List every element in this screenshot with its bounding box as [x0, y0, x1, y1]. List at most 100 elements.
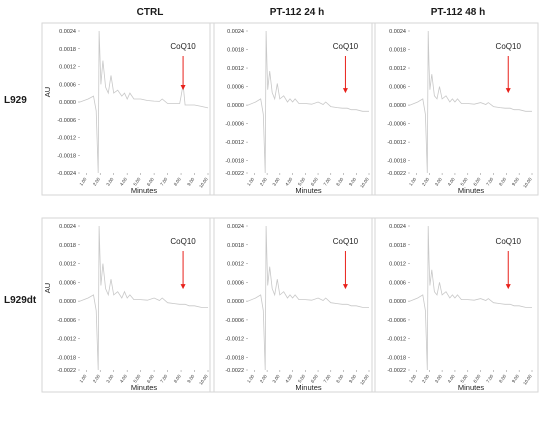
chart-panel: 0.0024 0.0018 0.0012 0.0006 0.0000 -0.0006 -0.… — [225, 29, 370, 195]
x-tick-label: 7.00 — [159, 176, 168, 186]
x-tick-label: 7.00 — [485, 176, 494, 186]
y-tick-label: 0.0024 — [389, 224, 406, 230]
panel-frame — [371, 217, 539, 393]
panel-frame — [209, 22, 376, 196]
x-tick-label: 3.00 — [105, 373, 114, 383]
y-tick-label: -0.0022 — [225, 368, 244, 374]
x-axis-label: Minutes — [131, 383, 158, 392]
annotation-arrow-head — [342, 88, 348, 94]
panels-layer: 0.0024 0.0018 0.0012 0.0006 0.0000 -0.0006 -0.… — [41, 22, 539, 393]
y-tick-label: -0.0012 — [57, 337, 76, 343]
x-tick-label: 2.00 — [92, 176, 101, 186]
y-tick-label: -0.0006 — [57, 118, 76, 124]
y-tick-label: -0.0006 — [387, 318, 406, 324]
y-tick-label: 0.0006 — [227, 85, 244, 91]
y-tick-label: -0.0022 — [225, 171, 244, 177]
x-tick-label: 6.00 — [472, 373, 481, 383]
x-tick-label: 8.00 — [335, 176, 344, 186]
y-tick-label: 0.0012 — [59, 262, 76, 268]
x-tick-label: 6.00 — [472, 176, 481, 186]
panel-frame — [209, 217, 376, 393]
y-tick-label: -0.0022 — [387, 171, 406, 177]
y-tick-label: -0.0018 — [57, 153, 76, 159]
y-tick-label: -0.0006 — [57, 318, 76, 324]
x-axis-label: Minutes — [295, 383, 322, 392]
series-line — [409, 30, 532, 174]
x-tick-label: 4.00 — [447, 176, 456, 186]
y-tick-label: 0.0012 — [227, 66, 244, 72]
column-title-pt112-48h: PT-112 48 h — [431, 7, 485, 18]
annotation-label: CoQ10 — [170, 42, 196, 51]
x-tick-label: 3.00 — [272, 176, 281, 186]
x-tick-label: 9.00 — [186, 176, 195, 186]
x-tick-label: 5.00 — [459, 373, 468, 383]
x-tick-label: 3.00 — [434, 373, 443, 383]
chart-panel: 0.0024 0.0018 0.0012 0.0006 0.0000 -0.0006 -0.… — [43, 224, 209, 392]
x-tick-label: 1.00 — [246, 176, 255, 186]
y-tick-label: 0.0024 — [227, 29, 244, 35]
y-tick-label: -0.0012 — [225, 140, 244, 146]
x-tick-label: 5.00 — [132, 373, 141, 383]
annotation-label: CoQ10 — [496, 42, 522, 51]
x-tick-label: 6.00 — [146, 176, 155, 186]
x-tick-label: 4.00 — [119, 373, 128, 383]
x-tick-label: 8.00 — [498, 176, 507, 186]
row-title-l929dt: L929dt — [4, 295, 37, 306]
x-tick-label: 7.00 — [485, 373, 494, 383]
x-axis-label: Minutes — [458, 383, 485, 392]
x-axis-label: Minutes — [295, 186, 322, 195]
x-tick-label: 8.00 — [335, 373, 344, 383]
y-tick-label: 0.0006 — [59, 280, 76, 286]
y-tick-label: 0.0000 — [227, 299, 244, 305]
x-axis-label: Minutes — [131, 186, 158, 195]
x-tick-label: 10.00 — [359, 176, 370, 188]
row-title-l929: L929 — [4, 95, 27, 106]
x-tick-label: 4.00 — [284, 176, 293, 186]
annotation-arrow-head — [180, 284, 186, 290]
x-tick-label: 6.00 — [310, 373, 319, 383]
x-tick-label: 8.00 — [498, 373, 507, 383]
x-tick-label: 1.00 — [78, 176, 87, 186]
panel-frame — [41, 22, 215, 196]
x-tick-label: 4.00 — [284, 373, 293, 383]
y-tick-label: 0.0000 — [389, 299, 406, 305]
chart-panel: 0.0024 0.0018 0.0012 0.0006 0.0000 -0.0006 -0.… — [225, 224, 370, 392]
annotation-label: CoQ10 — [496, 237, 522, 246]
series-line — [247, 30, 369, 174]
chart-panel: 0.0024 0.0018 0.0012 0.0006 0.0000 -0.0006 -0.… — [387, 224, 533, 392]
y-tick-label: -0.0018 — [387, 355, 406, 361]
x-tick-label: 10.00 — [522, 373, 533, 385]
y-tick-label: -0.0022 — [387, 368, 406, 374]
y-tick-label: 0.0006 — [227, 280, 244, 286]
x-tick-label: 9.00 — [511, 373, 520, 383]
x-tick-label: 7.00 — [322, 373, 331, 383]
x-tick-label: 9.00 — [348, 176, 357, 186]
y-tick-label: 0.0018 — [59, 243, 76, 249]
x-tick-label: 5.00 — [459, 176, 468, 186]
x-tick-label: 9.00 — [348, 373, 357, 383]
y-tick-label: 0.0024 — [389, 29, 406, 35]
y-tick-label: 0.0000 — [389, 103, 406, 109]
annotation-label: CoQ10 — [333, 237, 359, 246]
x-tick-label: 10.00 — [198, 373, 209, 385]
chart-panel: 0.0024 0.0018 0.0012 0.0006 0.0000 -0.0006 -0.… — [43, 29, 209, 195]
y-tick-label: -0.0018 — [225, 355, 244, 361]
annotation-arrow-head — [342, 284, 348, 290]
x-tick-label: 5.00 — [297, 373, 306, 383]
y-tick-label: -0.0012 — [387, 337, 406, 343]
column-title-ctrl: CTRL — [137, 7, 164, 18]
x-tick-label: 6.00 — [146, 373, 155, 383]
annotation-label: CoQ10 — [333, 42, 359, 51]
x-tick-label: 2.00 — [259, 373, 268, 383]
x-tick-label: 3.00 — [272, 373, 281, 383]
x-tick-label: 8.00 — [173, 373, 182, 383]
y-tick-label: 0.0006 — [59, 82, 76, 88]
x-tick-label: 1.00 — [408, 373, 417, 383]
x-tick-label: 2.00 — [421, 176, 430, 186]
y-tick-label: 0.0000 — [227, 103, 244, 109]
x-tick-label: 7.00 — [322, 176, 331, 186]
annotation-arrow-head — [505, 284, 511, 290]
series-line — [79, 225, 208, 371]
y-tick-label: -0.0024 — [57, 171, 76, 177]
annotation-label: CoQ10 — [170, 237, 196, 246]
